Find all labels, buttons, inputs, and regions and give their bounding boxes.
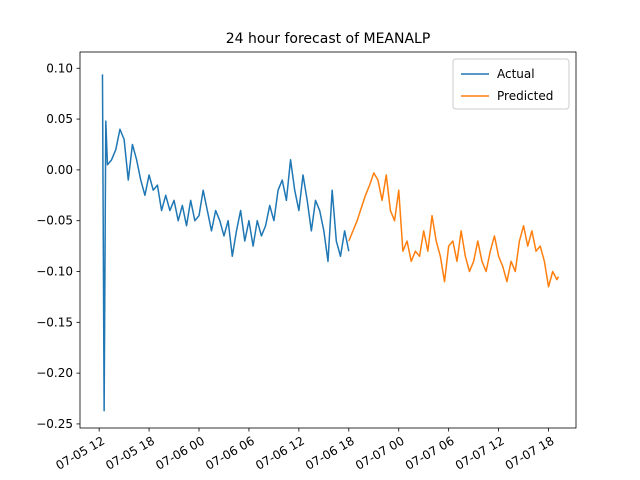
series-line: [348, 172, 560, 288]
y-tick-label: −0.25: [36, 417, 73, 431]
y-tick-label: −0.20: [36, 366, 73, 380]
y-tick-label: 0.00: [46, 163, 73, 177]
legend-label: Actual: [497, 67, 535, 81]
x-tick-label: 07-05 18: [103, 434, 157, 473]
x-tick-label: 07-07 06: [403, 434, 457, 473]
x-tick-label: 07-06 06: [203, 434, 257, 473]
legend-label: Predicted: [497, 89, 553, 103]
x-tick-label: 07-05 12: [53, 434, 107, 473]
x-tick-label: 07-07 12: [453, 434, 507, 473]
x-tick-label: 07-06 18: [303, 434, 357, 473]
x-tick-label: 07-07 00: [353, 434, 407, 473]
x-tick-label: 07-06 00: [153, 434, 207, 473]
axes-frame: [79, 51, 577, 429]
y-tick-label: −0.15: [36, 315, 73, 329]
chart-title: 24 hour forecast of MEANALP: [226, 31, 431, 47]
x-tick-label: 07-06 12: [253, 434, 307, 473]
y-tick-label: −0.05: [36, 214, 73, 228]
y-tick-label: 0.05: [46, 112, 73, 126]
y-tick-label: −0.10: [36, 265, 73, 279]
y-tick-label: 0.10: [46, 61, 73, 75]
x-tick-label: 07-07 18: [503, 434, 557, 473]
series-line: [101, 74, 350, 412]
